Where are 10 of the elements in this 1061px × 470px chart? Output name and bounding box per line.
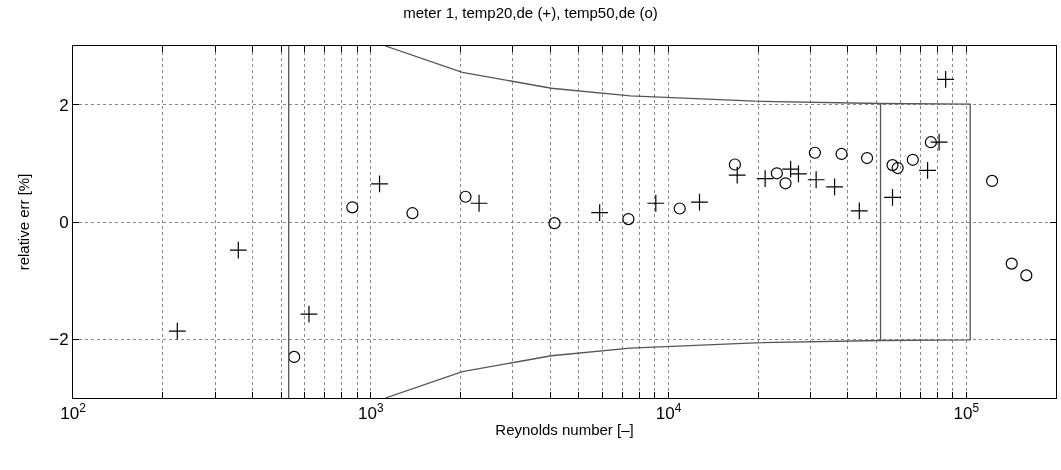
x-axis-title: Reynolds number [–] [495,421,634,439]
y-axis-title: relative err [%] [15,173,33,271]
y-tick-label: 2 [59,95,69,115]
y-tick-label: 0 [59,212,69,232]
x-tick-label: 10$^{2}$ [60,401,87,424]
y-tick-label: −2 [49,330,69,350]
x-tick-label: 10$^{3}$ [358,401,384,424]
chart-title: meter 1, temp20,de (+), temp50,de (o) [403,3,658,21]
x-tick-label: 10$^{4}$ [655,401,682,424]
x-tick-label: 10$^{5}$ [953,401,980,424]
